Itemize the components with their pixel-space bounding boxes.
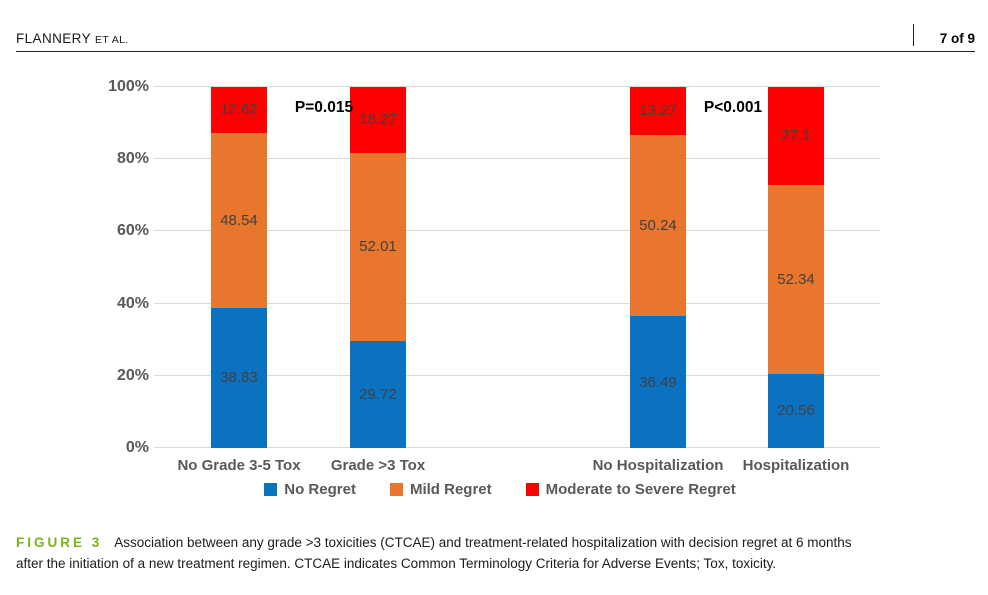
value-label: 50.24 bbox=[639, 217, 677, 235]
running-head-authors: FLANNERY ET AL. bbox=[16, 31, 129, 46]
value-label: 52.01 bbox=[359, 238, 397, 256]
figure-caption: FIGURE 3 Association between any grade >3… bbox=[16, 532, 974, 574]
p-value-annotation: P=0.015 bbox=[294, 99, 354, 116]
legend-swatch bbox=[264, 483, 278, 496]
legend-item-no-regret: No Regret bbox=[264, 481, 356, 498]
authors-name: FLANNERY bbox=[16, 31, 91, 46]
bar-segment-mild-regret: 50.24 bbox=[630, 134, 686, 317]
x-axis-category-label: No Grade 3-5 Tox bbox=[177, 457, 301, 474]
value-label: 20.56 bbox=[777, 402, 815, 420]
bar-segment-no-regret: 38.83 bbox=[211, 307, 267, 448]
legend-swatch bbox=[525, 483, 539, 496]
stacked-bar-no-hospitalization: 36.49 50.24 13.27 bbox=[630, 87, 686, 448]
p-value-annotation: P<0.001 bbox=[703, 99, 763, 116]
y-axis-tick-label: 60% bbox=[116, 222, 149, 240]
running-head: FLANNERY ET AL. 7 of 9 bbox=[16, 0, 975, 52]
figure-label: FIGURE 3 bbox=[16, 535, 103, 550]
bar-segment-no-regret: 29.72 bbox=[350, 340, 406, 448]
y-axis-tick-label: 0% bbox=[125, 439, 149, 456]
bar-segment-mild-regret: 52.34 bbox=[768, 184, 824, 374]
bar-segment-mild-regret: 48.54 bbox=[211, 132, 267, 308]
legend-label: Mild Regret bbox=[409, 481, 492, 498]
bar-segment-moderate-to-severe-regret: 13.27 bbox=[630, 87, 686, 135]
x-axis-category-label: No Hospitalization bbox=[592, 457, 724, 474]
value-label: 12.62 bbox=[220, 101, 258, 119]
chart-legend: No Regret Mild Regret Moderate to Severe R… bbox=[120, 481, 880, 498]
legend-swatch bbox=[389, 483, 403, 496]
figure-caption-line1: Association between any grade >3 toxicit… bbox=[114, 535, 852, 550]
running-head-page-area: 7 of 9 bbox=[912, 24, 975, 46]
header-divider-tick bbox=[912, 24, 914, 46]
legend-label: No Regret bbox=[284, 481, 356, 498]
gridline bbox=[154, 302, 880, 304]
bar-segment-no-regret: 20.56 bbox=[768, 373, 824, 448]
y-axis-tick-label: 40% bbox=[116, 294, 149, 312]
figure-caption-line2: after the initiation of a new treatment … bbox=[16, 556, 777, 571]
authors-suffix: ET AL. bbox=[94, 34, 129, 46]
value-label: 13.27 bbox=[639, 102, 677, 120]
legend-item-mild-regret: Mild Regret bbox=[389, 481, 492, 498]
y-axis-tick-label: 100% bbox=[108, 78, 149, 95]
legend-label: Moderate to Severe Regret bbox=[545, 481, 736, 498]
x-axis-category-label: Hospitalization bbox=[742, 457, 850, 474]
plot-area: 0% 20% 40% 60% 80% 100% 38.83 48.54 12.62 No Grad… bbox=[108, 78, 880, 474]
gridline bbox=[154, 374, 880, 376]
gridline bbox=[154, 158, 880, 160]
value-label: 29.72 bbox=[359, 385, 397, 403]
value-label: 38.83 bbox=[220, 369, 258, 387]
bar-segment-no-regret: 36.49 bbox=[630, 316, 686, 448]
value-label: 27.1 bbox=[781, 127, 811, 145]
legend-item-moderate-to-severe-regret: Moderate to Severe Regret bbox=[525, 481, 736, 498]
gridline bbox=[154, 230, 880, 232]
bar-segment-moderate-to-severe-regret: 18.27 bbox=[350, 87, 406, 153]
stacked-bar-hospitalization: 20.56 52.34 27.1 bbox=[768, 87, 824, 448]
value-label: 48.54 bbox=[220, 211, 258, 229]
value-label: 52.34 bbox=[777, 270, 815, 288]
bar-segment-moderate-to-severe-regret: 27.1 bbox=[768, 87, 824, 185]
bar-segment-mild-regret: 52.01 bbox=[350, 152, 406, 341]
stacked-bar-grade-3-tox: 29.72 52.01 18.27 bbox=[350, 87, 406, 448]
bar-segment-moderate-to-severe-regret: 12.62 bbox=[211, 87, 267, 133]
x-axis-category-label: Grade >3 Tox bbox=[330, 457, 426, 474]
page-number: 7 of 9 bbox=[939, 31, 975, 46]
gridline bbox=[154, 86, 880, 87]
value-label: 36.49 bbox=[639, 373, 677, 391]
gridline bbox=[154, 447, 880, 448]
stacked-bar-no-grade-3-5-tox: 38.83 48.54 12.62 bbox=[211, 87, 267, 448]
value-label: 18.27 bbox=[359, 111, 397, 129]
y-axis-tick-label: 80% bbox=[116, 150, 149, 168]
y-axis-tick-label: 20% bbox=[116, 366, 149, 384]
